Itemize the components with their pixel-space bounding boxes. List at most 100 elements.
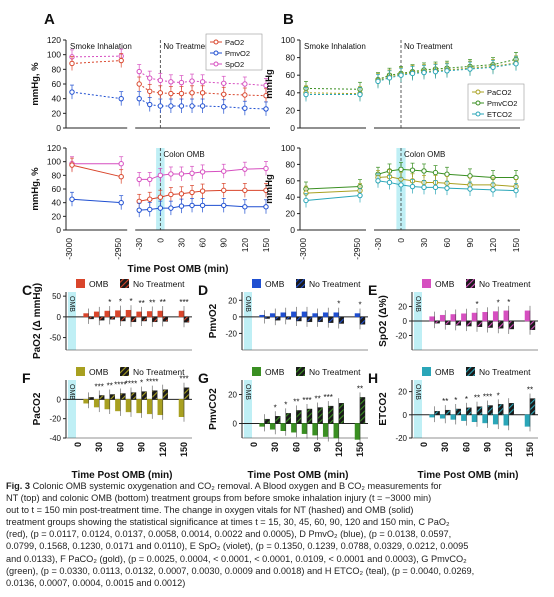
significance-stars: ***: [324, 393, 333, 402]
data-point: [467, 173, 473, 179]
omb-band: [414, 380, 422, 438]
series-line: [139, 204, 266, 211]
y-tick-label: 80: [52, 170, 62, 180]
significance-stars: *: [129, 297, 132, 306]
significance-stars: **: [442, 397, 448, 406]
bar-nt: [328, 316, 334, 323]
bar-omb: [482, 414, 488, 424]
bar-omb: [461, 414, 467, 421]
bar-nt: [183, 316, 190, 323]
legend-marker: [213, 50, 219, 56]
bar-omb: [136, 311, 142, 318]
significance-stars: **: [474, 394, 480, 403]
data-point: [409, 183, 416, 190]
bar-omb: [291, 423, 297, 433]
x-tick-label: 0: [155, 238, 165, 243]
bar-nt: [455, 408, 461, 416]
bar-omb: [259, 423, 265, 427]
x-tick-label: 150: [261, 238, 271, 252]
bar-nt: [476, 406, 483, 415]
bar-nt: [285, 316, 291, 320]
bar-omb: [429, 414, 435, 418]
data-point: [69, 162, 75, 168]
y-tick-label: 50: [52, 292, 61, 301]
data-point: [118, 161, 124, 167]
bar-nt: [487, 405, 493, 415]
data-point: [432, 184, 439, 191]
y-axis-label: PmvCO2: [208, 388, 219, 430]
data-point: [444, 185, 450, 191]
bar-omb: [178, 310, 185, 318]
x-tick-label: 150: [355, 442, 365, 457]
data-point: [386, 179, 393, 186]
data-point: [147, 101, 153, 108]
data-point: [263, 187, 269, 194]
significance-stars: ****: [114, 381, 126, 390]
y-tick-label: 80: [286, 159, 296, 169]
x-tick-label: 120: [334, 442, 344, 457]
legend-label: PaCO2: [487, 88, 512, 97]
bar-omb: [115, 310, 121, 318]
data-point: [513, 187, 519, 194]
legend-marker: [475, 100, 481, 106]
data-point: [147, 176, 153, 183]
omb-tag: OMB: [414, 296, 421, 312]
significance-stars: ***: [179, 298, 188, 307]
data-point: [398, 166, 404, 173]
series-line: [305, 195, 361, 201]
significance-stars: **: [107, 382, 113, 391]
bar-omb: [492, 311, 499, 322]
legend-swatch-omb: [76, 279, 85, 288]
series-line: [71, 198, 122, 204]
bar-nt: [296, 410, 302, 424]
significance-stars: *: [497, 391, 500, 400]
significance-stars: ***: [179, 375, 188, 384]
y-axis-label: mmHg, %: [30, 167, 41, 211]
figure-3: A B 120 100 80 60 40 20 0 mmHg, % Smoke Inhalation…: [22, 11, 538, 480]
bar-nt: [120, 316, 126, 322]
y-tick-label: 20: [286, 105, 296, 115]
data-point: [444, 171, 450, 177]
bar-omb: [83, 313, 89, 318]
panel-a-bottom: 120 100 80 60 40 20 0 mmHg, % Colon OMB -3000 -295…: [30, 143, 271, 275]
bar-omb: [492, 414, 499, 425]
bar-omb: [146, 399, 153, 415]
bar-nt: [183, 387, 190, 400]
y-tick-label: 0: [403, 411, 408, 420]
bar-panel-e: E OMB No Treatment OMB 20 0 -20 SpO2 (Δ%) * * *: [368, 279, 538, 351]
bar-omb: [354, 423, 361, 440]
data-point: [199, 202, 206, 209]
series-line: [377, 168, 516, 179]
caption-label: Fig. 3: [6, 481, 30, 491]
bar-omb: [312, 423, 318, 436]
y-tick-label: 40: [52, 94, 62, 104]
significance-stars: *: [274, 403, 277, 412]
region-label: Colon OMB: [404, 150, 445, 159]
data-point: [69, 196, 75, 202]
data-point: [199, 79, 206, 85]
series-line: [305, 92, 361, 95]
legend-swatch-nt: [466, 279, 475, 288]
x-tick-label: 60: [461, 442, 471, 452]
bar-nt: [476, 320, 483, 328]
x-tick-label: -2950: [113, 238, 123, 260]
data-point: [221, 80, 227, 86]
x-tick-label: -30: [134, 238, 144, 251]
data-point: [147, 196, 153, 202]
caption-line: (green), (p = 0.0330, 0.0113, 0.0132, 0.…: [6, 565, 475, 576]
data-point: [375, 178, 381, 184]
data-point: [178, 79, 185, 86]
data-point: [242, 166, 248, 172]
omb-tag: OMB: [414, 384, 421, 400]
legend-label: SpO2: [225, 60, 244, 69]
bar-omb: [125, 399, 132, 413]
y-tick-label: 40: [286, 192, 296, 202]
legend-swatch-omb: [252, 367, 261, 376]
bar-omb: [482, 312, 488, 322]
caption-line: (red), (p = 0.0117, 0.0124, 0.0137, 0.00…: [6, 529, 452, 540]
bar-omb: [450, 314, 457, 322]
x-tick-label: 120: [488, 238, 498, 252]
bar-nt: [338, 316, 344, 324]
